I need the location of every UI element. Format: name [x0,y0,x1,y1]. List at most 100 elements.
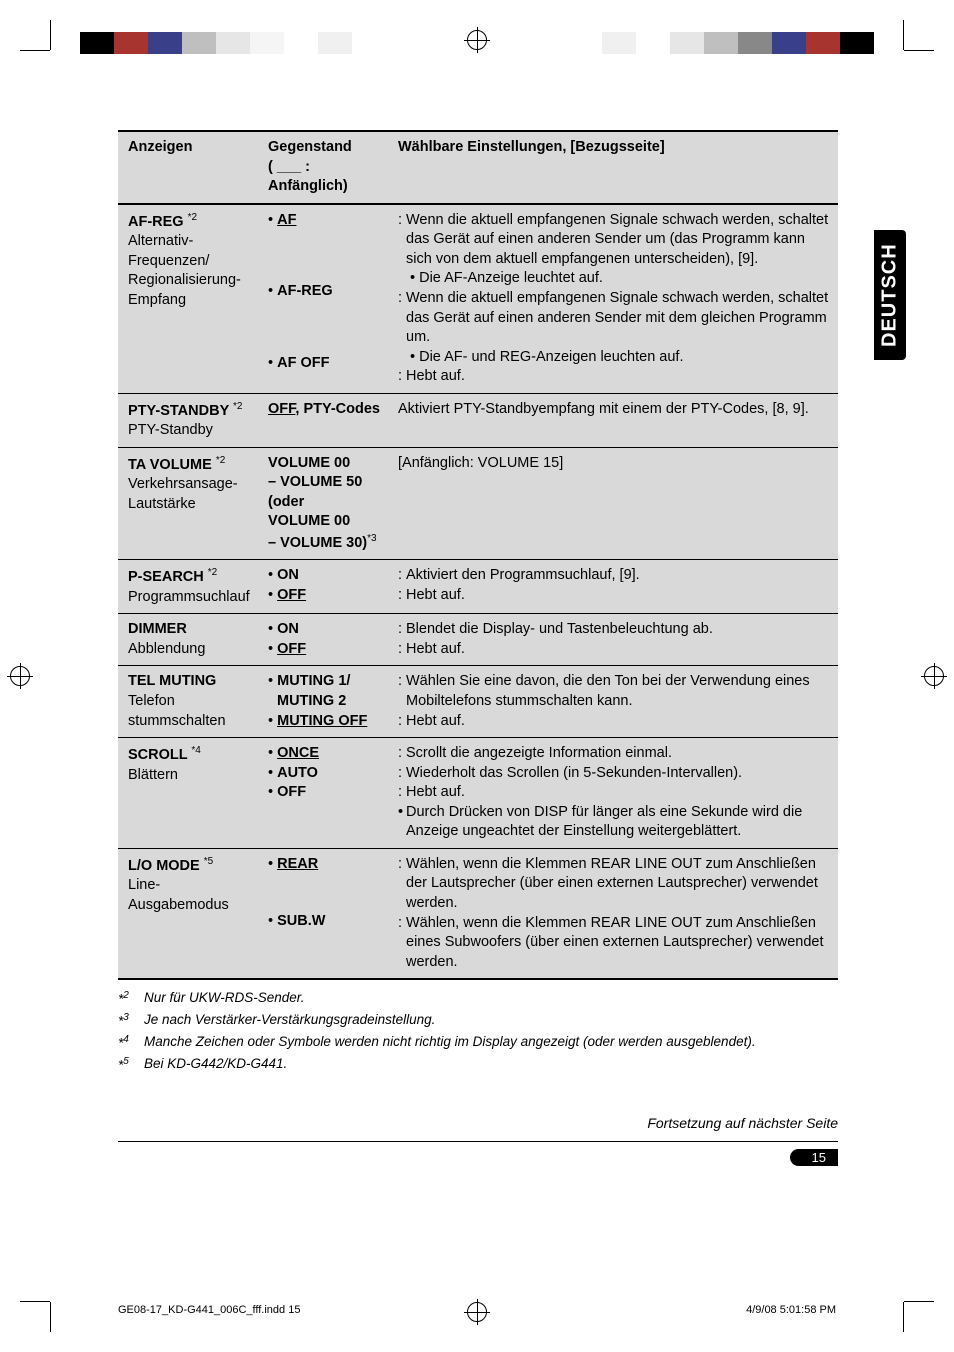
dimmer-d2: Hebt auf. [406,640,830,660]
opt-af: AF [277,212,296,228]
cell-tavol-title: TA VOLUME *2 Verkehrsansage- Lautstärke [118,447,258,560]
pty-sup: *2 [233,401,242,412]
footer-rule [118,1141,838,1142]
tavol-o2: – VOLUME 50 [268,474,362,490]
cell-psearch-desc: :Aktiviert den Programmsuchlauf, [9]. :H… [388,560,838,614]
scroll-sup: *4 [191,745,200,756]
psearch-off: OFF [277,587,306,603]
cell-tavol-desc: [Anfänglich: VOLUME 15] [388,447,838,560]
fn5-mark: 5 [123,1056,129,1067]
settings-table: Anzeigen Gegenstand ( ___ : Anfänglich) … [118,130,838,980]
af-reg-d1: Wenn die aktuell empfangenen Signale sch… [406,211,830,270]
page-content: Anzeigen Gegenstand ( ___ : Anfänglich) … [118,130,838,1170]
af-reg-d2b: Die AF- und REG-Anzeigen leuchten auf. [419,349,683,365]
opt-af-off: AF OFF [277,355,329,371]
af-reg-d3: Hebt auf. [406,367,830,387]
tel-d2: Hebt auf. [406,712,830,732]
page-footer: 15 [118,1150,838,1170]
header-gegenstand-l2: ( ___ : [268,158,380,178]
row-af-reg: AF-REG *2 Alternativ- Frequenzen/ Region… [118,204,838,394]
af-reg-sub3: Regionalisierung- [128,272,241,288]
cell-lo-desc: :Wählen, wenn die Klemmen REAR LINE OUT … [388,848,838,979]
fn2-mark: 2 [123,990,129,1001]
tel-o1: MUTING 1/ [277,673,350,689]
fn4-text: Manche Zeichen oder Symbole werden nicht… [144,1032,756,1054]
cell-scroll-options: ONCE AUTO OFF [258,738,388,849]
scroll-title: SCROLL [128,747,187,763]
dimmer-off: OFF [277,641,306,657]
lo-d2: Wählen, wenn die Klemmen REAR LINE OUT z… [406,914,830,973]
cell-tel-desc: :Wählen Sie eine davon, die den Ton bei … [388,666,838,738]
registration-mark-icon [10,666,30,686]
tel-o2: MUTING 2 [277,693,346,709]
dimmer-sub: Abblendung [128,641,205,657]
tavol-sub2: Lautstärke [128,496,196,512]
fn5-text: Bei KD-G442/KD-G441. [144,1054,287,1076]
header-gegenstand-l3: Anfänglich) [268,177,380,197]
lo-subw: SUB.W [277,913,325,929]
print-info: GE08-17_KD-G441_006C_fff.indd 15 4/9/08 … [118,1304,836,1316]
row-lo-mode: L/O MODE *5 Line-Ausgabemodus REAR SUB.W… [118,848,838,979]
af-reg-d2: Wenn die aktuell empfangenen Signale sch… [406,289,830,348]
cell-scroll-title: SCROLL *4 Blättern [118,738,258,849]
opt-af-reg: AF-REG [277,283,333,299]
psearch-sup: *2 [208,567,217,578]
dimmer-title: DIMMER [128,621,187,637]
dimmer-on: ON [277,621,299,637]
cell-tel-options: MUTING 1/ MUTING 2 MUTING OFF [258,666,388,738]
psearch-on: ON [277,567,299,583]
scroll-off: OFF [277,784,306,800]
scroll-auto: AUTO [277,765,318,781]
row-dimmer: DIMMER Abblendung ON OFF :Blendet die Di… [118,614,838,666]
tavol-o4: VOLUME 00 [268,513,350,529]
lo-rear: REAR [277,856,318,872]
cell-af-reg-desc: :Wenn die aktuell empfangenen Signale sc… [388,204,838,394]
header-gegenstand-l1: Gegenstand [268,138,380,158]
cell-lo-title: L/O MODE *5 Line-Ausgabemodus [118,848,258,979]
continuation-note: Fortsetzung auf nächster Seite [118,1115,838,1131]
tavol-o5sup: *3 [367,533,376,544]
psearch-sub: Programmsuchlauf [128,589,250,605]
af-reg-sub2: Frequenzen/ [128,253,209,269]
color-bar-right [602,32,874,54]
header-einstellungen: Wählbare Einstellungen, [Bezugsseite] [388,131,838,204]
scroll-sub: Blättern [128,767,178,783]
scroll-d4: Durch Drücken von DISP für länger als ei… [406,803,830,842]
tavol-title: TA VOLUME [128,457,212,473]
fn3-mark: 3 [123,1012,129,1023]
pty-title: PTY-STANDBY [128,403,229,419]
cell-pty-desc: Aktiviert PTY-Standbyempfang mit einem d… [388,393,838,447]
cell-tavol-options: VOLUME 00 – VOLUME 50 (oder VOLUME 00 – … [258,447,388,560]
fn4-mark: 4 [123,1034,129,1045]
row-p-search: P-SEARCH *2 Programmsuchlauf ON OFF :Akt… [118,560,838,614]
registration-mark-icon [467,30,487,50]
tel-sub2: stummschalten [128,713,226,729]
af-reg-sub1: Alternativ- [128,233,193,249]
scroll-d3: Hebt auf. [406,783,830,803]
psearch-d1: Aktiviert den Programmsuchlauf, [9]. [406,566,830,586]
scroll-once: ONCE [277,745,319,761]
psearch-d2: Hebt auf. [406,586,830,606]
print-info-right: 4/9/08 5:01:58 PM [746,1304,836,1316]
page-number: 15 [790,1149,838,1166]
tel-d1: Wählen Sie eine davon, die den Ton bei d… [406,672,830,711]
af-reg-sub4: Empfang [128,292,186,308]
header-gegenstand: Gegenstand ( ___ : Anfänglich) [258,131,388,204]
tel-title: TEL MUTING [128,673,216,689]
opt-pty-rest: , PTY-Codes [295,401,380,417]
af-reg-d1b: Die AF-Anzeige leuchtet auf. [419,270,603,286]
color-bar-left [80,32,352,54]
dimmer-d1: Blendet die Display- und Tastenbeleuchtu… [406,620,830,640]
tavol-sub1: Verkehrsansage- [128,476,238,492]
af-reg-sup: *2 [188,212,197,223]
tavol-sup: *2 [216,455,225,466]
row-scroll: SCROLL *4 Blättern ONCE AUTO OFF :Scroll… [118,738,838,849]
fn3-text: Je nach Verstärker-Verstärkungsgradeinst… [144,1010,435,1032]
tel-o3: MUTING OFF [277,713,367,729]
cell-af-reg-title: AF-REG *2 Alternativ- Frequenzen/ Region… [118,204,258,394]
footnotes: *2Nur für UKW-RDS-Sender. *3Je nach Vers… [118,988,838,1075]
psearch-title: P-SEARCH [128,569,204,585]
registration-mark-icon [924,666,944,686]
fn2-text: Nur für UKW-RDS-Sender. [144,988,305,1010]
lo-title: L/O MODE [128,858,200,874]
